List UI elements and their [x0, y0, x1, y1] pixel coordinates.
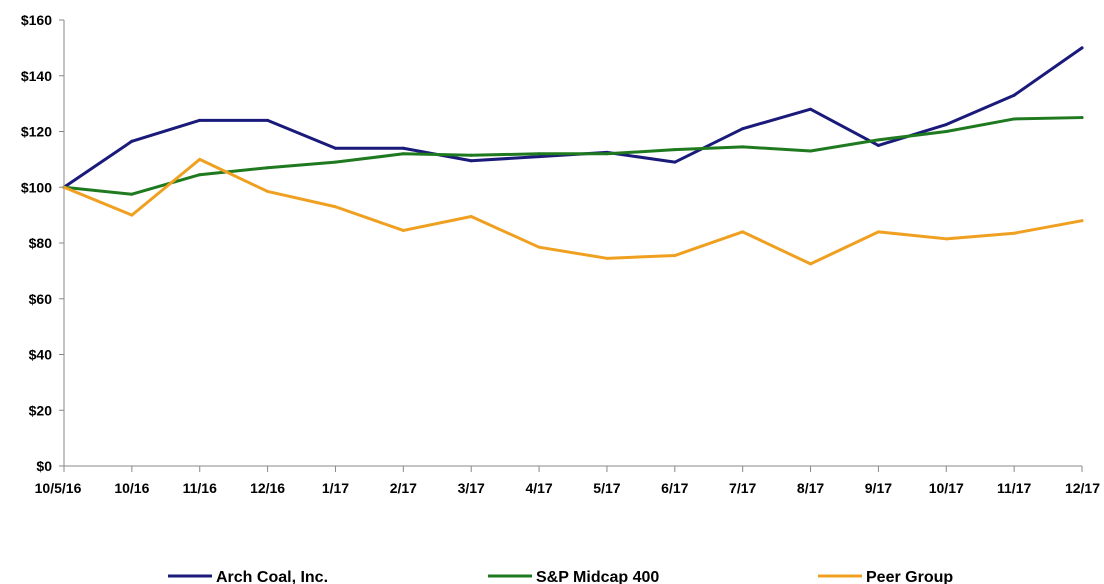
- x-tick-label: 1/17: [322, 480, 349, 496]
- data-point-arch-coal-inc: [876, 143, 880, 147]
- data-point-peer-group: [469, 215, 473, 219]
- x-tick-label: 11/17: [997, 480, 1031, 496]
- y-tick-label: $60: [29, 291, 53, 307]
- y-tick-label: $140: [21, 68, 52, 84]
- data-point-arch-coal-inc: [198, 118, 202, 122]
- y-axis-ticks: $0 $20 $40 $60 $80 $100 $120 $140 $160: [21, 12, 64, 474]
- y-tick-label: $100: [21, 179, 52, 195]
- x-tick-label: 11/16: [183, 480, 217, 496]
- y-tick-label: $120: [21, 124, 52, 140]
- series-lines: [62, 46, 1084, 266]
- x-tick-label: 12/17: [1065, 480, 1100, 496]
- x-tick-label: 10/5/16: [35, 480, 82, 496]
- y-tick-label: $160: [21, 12, 52, 28]
- x-tick-label: 8/17: [797, 480, 824, 496]
- legend-label: Arch Coal, Inc.: [216, 569, 328, 584]
- axes: [63, 20, 1082, 467]
- data-point-s-p-midcap-400: [1012, 117, 1016, 121]
- data-point-arch-coal-inc: [673, 160, 677, 164]
- data-point-arch-coal-inc: [333, 146, 337, 150]
- data-point-peer-group: [741, 230, 745, 234]
- data-point-arch-coal-inc: [537, 155, 541, 159]
- data-point-arch-coal-inc: [469, 159, 473, 163]
- data-point-peer-group: [809, 262, 813, 266]
- data-point-arch-coal-inc: [1012, 93, 1016, 97]
- data-point-peer-group: [1012, 231, 1016, 235]
- data-point-s-p-midcap-400: [673, 148, 677, 152]
- data-point-arch-coal-inc: [809, 107, 813, 111]
- x-tick-label: 12/16: [250, 480, 285, 496]
- x-tick-label: 9/17: [865, 480, 892, 496]
- data-point-s-p-midcap-400: [1080, 116, 1084, 120]
- data-point-peer-group: [333, 205, 337, 209]
- data-point-s-p-midcap-400: [401, 152, 405, 156]
- data-point-arch-coal-inc: [741, 127, 745, 131]
- data-point-s-p-midcap-400: [333, 160, 337, 164]
- data-point-s-p-midcap-400: [198, 173, 202, 177]
- series-line-peer-group: [62, 157, 1084, 266]
- data-point-arch-coal-inc: [1080, 46, 1084, 50]
- x-tick-label: 4/17: [525, 480, 552, 496]
- x-tick-label: 7/17: [729, 480, 756, 496]
- legend-label: S&P Midcap 400: [536, 569, 659, 584]
- legend-label: Peer Group: [866, 569, 953, 584]
- data-point-s-p-midcap-400: [537, 152, 541, 156]
- data-point-s-p-midcap-400: [876, 138, 880, 142]
- data-point-s-p-midcap-400: [605, 152, 609, 156]
- data-point-peer-group: [605, 256, 609, 260]
- data-point-s-p-midcap-400: [130, 192, 134, 196]
- data-point-s-p-midcap-400: [944, 130, 948, 133]
- data-point-peer-group: [944, 237, 948, 241]
- x-tick-label: 2/17: [390, 480, 417, 496]
- y-tick-label: $20: [29, 402, 53, 418]
- x-axis-ticks: 10/5/16 10/16 11/16 12/16 1/17 2/17 3/17 4/17 5/…: [35, 466, 1100, 496]
- data-point-s-p-midcap-400: [266, 166, 270, 170]
- data-point-peer-group: [673, 254, 677, 258]
- legend: Arch Coal, Inc. S&P Midcap 400 Peer Group: [168, 569, 953, 584]
- data-point-arch-coal-inc: [130, 139, 134, 143]
- x-tick-label: 10/17: [929, 480, 964, 496]
- y-tick-label: $80: [29, 235, 53, 251]
- data-point-s-p-midcap-400: [469, 153, 473, 157]
- data-point-peer-group: [266, 189, 270, 193]
- x-tick-label: 3/17: [458, 480, 485, 496]
- data-point-s-p-midcap-400: [809, 149, 813, 153]
- data-point-peer-group: [130, 213, 134, 217]
- x-tick-label: 10/16: [114, 480, 149, 496]
- y-tick-label: $40: [29, 347, 53, 363]
- series-line-s-p-midcap-400: [62, 116, 1084, 196]
- data-point-peer-group: [401, 228, 405, 232]
- data-point-arch-coal-inc: [944, 123, 948, 127]
- x-tick-label: 5/17: [593, 480, 620, 496]
- data-point-peer-group: [198, 157, 202, 161]
- data-point-arch-coal-inc: [401, 146, 405, 150]
- x-tick-label: 6/17: [661, 480, 688, 496]
- data-point-peer-group: [876, 230, 880, 234]
- data-point-s-p-midcap-400: [741, 145, 745, 149]
- data-point-peer-group: [537, 245, 541, 249]
- data-point-arch-coal-inc: [266, 118, 270, 122]
- y-tick-label: $0: [36, 458, 52, 474]
- data-point-peer-group: [1080, 219, 1084, 223]
